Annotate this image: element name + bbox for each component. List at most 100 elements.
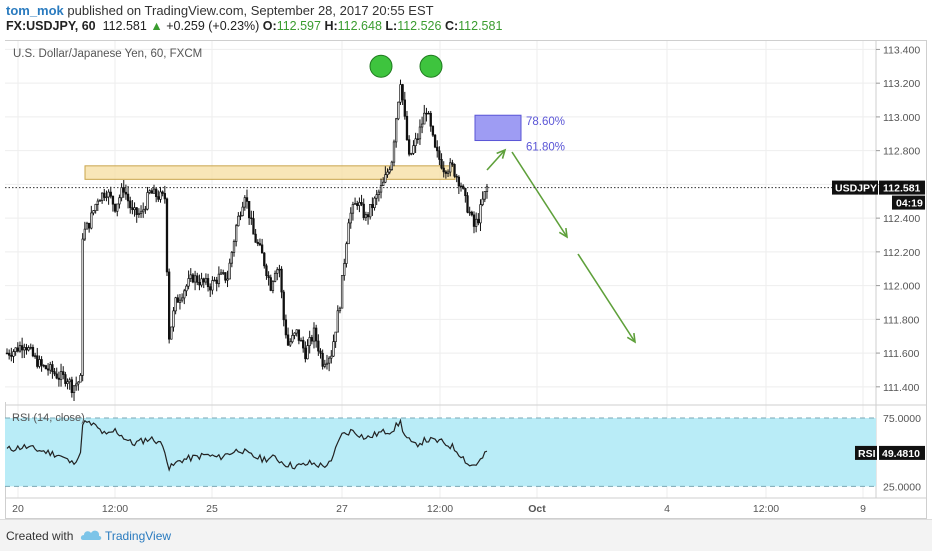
candle-body	[55, 373, 58, 379]
candle-body	[198, 281, 201, 286]
candle-body	[451, 162, 454, 165]
candle-body	[436, 146, 439, 152]
open-value: 112.597	[276, 19, 321, 33]
candle-body	[33, 355, 37, 357]
candle-body	[139, 211, 143, 215]
double-top-circle	[419, 54, 443, 78]
candle-body	[176, 297, 179, 303]
candle-body	[168, 271, 171, 340]
candle-body	[172, 310, 175, 328]
candle-body	[397, 101, 400, 120]
candle-body	[25, 347, 28, 351]
candle-body	[297, 329, 301, 341]
candle-body	[299, 339, 303, 342]
y-tick-label: 113.000	[883, 112, 920, 124]
arrow-down-1	[511, 151, 568, 238]
candle-body	[12, 351, 15, 357]
low-label: L:	[385, 19, 398, 33]
candle-body	[79, 375, 82, 383]
y-tick-label: 112.400	[883, 213, 920, 225]
x-tick-label: 9	[860, 503, 866, 515]
candle-body	[150, 190, 154, 194]
rsi-line	[6, 418, 488, 472]
candle-body	[464, 188, 467, 197]
candle-body	[174, 297, 177, 312]
fib-zone-box	[474, 114, 522, 142]
candle-body	[100, 192, 104, 201]
candle-body	[317, 340, 320, 352]
candle-body	[64, 374, 67, 384]
y-tick-label: 111.400	[883, 382, 920, 394]
candle-body	[191, 274, 195, 283]
candle-body	[57, 377, 61, 380]
candle-body	[267, 275, 270, 278]
candle-body	[278, 268, 281, 271]
candle-body	[137, 213, 141, 215]
candle-body	[209, 286, 212, 291]
candle-body	[245, 197, 249, 202]
author-link[interactable]: tom_mok	[6, 3, 64, 18]
candle-body	[66, 381, 69, 384]
candle-body	[183, 290, 186, 299]
candle-body	[250, 217, 253, 219]
candle-body	[109, 191, 112, 197]
candle-body	[401, 84, 404, 101]
candle-body	[18, 345, 22, 352]
candle-body	[485, 186, 489, 192]
candle-body	[88, 222, 91, 229]
candle-body	[306, 345, 309, 360]
candle-body	[420, 123, 424, 128]
x-tick-label: 12:00	[102, 503, 128, 515]
candle-body	[196, 275, 199, 283]
candle-body	[336, 310, 339, 333]
candle-body	[107, 191, 110, 198]
candle-body	[213, 279, 216, 282]
candle-body	[44, 365, 48, 370]
candle-body	[217, 273, 221, 284]
candle-body	[468, 211, 471, 214]
candle-body	[407, 139, 411, 155]
candle-body	[247, 201, 251, 219]
candle-body	[425, 112, 428, 115]
candle-body	[96, 200, 99, 205]
y-tick-label: 113.400	[883, 44, 920, 56]
price-chart[interactable]: 78.60% 61.80% U.S. Dollar/Japanese Yen, 60…	[0, 0, 932, 519]
candle-body	[111, 195, 115, 205]
candle-body	[286, 334, 290, 346]
candle-body	[334, 331, 337, 343]
created-with-text: Created with	[6, 529, 74, 543]
fib-label-786: 78.60%	[526, 116, 565, 128]
candle-body	[105, 196, 108, 199]
candle-body	[133, 207, 136, 211]
candle-body	[124, 191, 128, 195]
candle-body	[185, 285, 188, 292]
candle-body	[77, 381, 80, 385]
rsi-title: RSI (14, close)	[12, 412, 85, 424]
low-value: 112.526	[397, 19, 442, 33]
candle-body	[85, 222, 89, 230]
y-tick-label: 111.800	[883, 314, 920, 326]
symbol-tag-text: USDJPY	[835, 183, 877, 195]
rsi-tag-text: RSI	[858, 448, 876, 460]
candle-body	[29, 346, 32, 349]
y-tick-label: 112.800	[883, 146, 920, 158]
high-label: H:	[324, 19, 338, 33]
candle-body	[62, 371, 65, 375]
candle-body	[347, 222, 350, 245]
candle-body	[152, 188, 156, 194]
candle-body	[360, 202, 363, 205]
high-value: 112.648	[337, 19, 382, 33]
rsi-value-text: 49.4810	[882, 448, 920, 460]
tradingview-brand-link[interactable]: TradingView	[105, 529, 172, 543]
candle-body	[358, 202, 361, 206]
candle-body	[483, 191, 486, 200]
candle-body	[252, 218, 255, 235]
fib-label-618: 61.80%	[526, 142, 565, 154]
close-value: 112.581	[458, 19, 503, 33]
change-up-icon: ▲	[150, 19, 163, 33]
candle-body	[131, 207, 134, 211]
candle-body	[98, 200, 102, 202]
candle-body	[416, 138, 419, 140]
candle-body	[269, 277, 272, 291]
candle-body	[330, 355, 333, 359]
